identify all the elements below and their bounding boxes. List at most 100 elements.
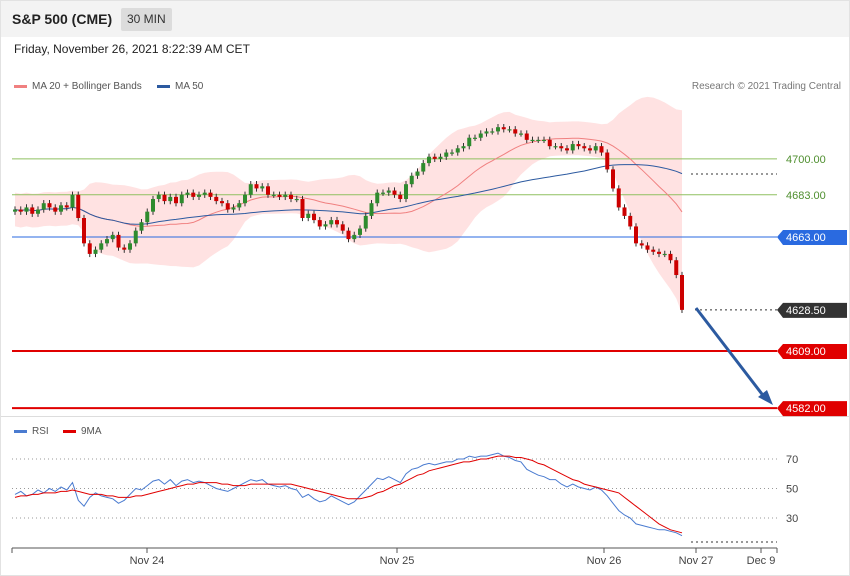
candle-body (639, 243, 644, 246)
candle-body (110, 234, 115, 240)
candle-body (381, 192, 385, 194)
candle-body (651, 249, 656, 252)
x-tick-label: Nov 27 (679, 555, 714, 567)
candle-body (547, 139, 552, 147)
candle-body (70, 194, 75, 208)
candle-body (427, 156, 431, 164)
candle-body (519, 133, 523, 135)
forecast-arrow-line (694, 307, 767, 399)
candle-body (162, 194, 167, 202)
candle-body (553, 146, 558, 148)
candle-body (490, 131, 495, 133)
rsi-tick-label: 30 (786, 513, 798, 525)
candle-body (616, 188, 621, 208)
candle-body (289, 194, 293, 199)
candle-body (82, 217, 86, 244)
candle-body (36, 209, 40, 214)
candle-body (179, 194, 184, 204)
candle-body (277, 194, 282, 197)
candle-body (432, 156, 437, 159)
candle-body (271, 194, 276, 196)
forecast-arrow-head (758, 390, 773, 405)
candle-body (168, 196, 173, 202)
candle-body (243, 194, 247, 204)
candle-body (599, 146, 604, 153)
bollinger-band (15, 96, 682, 314)
legend-ma50: MA 50 (157, 81, 203, 92)
candle-body (668, 253, 673, 261)
candle-body (358, 228, 362, 235)
timeframe-button[interactable]: 30 MIN (121, 8, 172, 31)
candle-body (513, 129, 518, 134)
level-label-box-4 (777, 344, 847, 360)
candle-body (208, 192, 213, 197)
candle-body (628, 215, 633, 227)
candle-body (444, 152, 449, 157)
candle-body (18, 209, 23, 212)
legend-ma50-label: MA 50 (175, 81, 204, 92)
panel-separator (1, 416, 849, 417)
candle-body (317, 220, 322, 227)
candle-body (237, 203, 242, 208)
candle-body (605, 152, 610, 170)
candle-body (375, 192, 380, 204)
candle-body (576, 144, 581, 147)
candle-body (306, 213, 311, 218)
candle-body (174, 196, 178, 204)
candle-body (185, 192, 190, 195)
level-label-box-5 (777, 401, 847, 417)
legend-9ma: 9MA (63, 426, 102, 437)
candle-body (151, 198, 155, 212)
candle-body (248, 184, 253, 195)
candle-body (105, 239, 109, 244)
candle-body (404, 184, 408, 199)
candle-body (283, 194, 288, 197)
rsi-swatch (14, 430, 27, 433)
rsi-series-rsi (14, 452, 683, 537)
candle-body (76, 194, 81, 218)
candle-body (329, 220, 334, 225)
candle-body (13, 209, 17, 212)
candle-body (260, 186, 265, 189)
candle-body (156, 194, 161, 199)
candle-body (473, 137, 477, 139)
x-tick-label: Nov 25 (380, 555, 415, 567)
candle-body (461, 146, 466, 149)
candle-body (220, 201, 224, 204)
copyright-text: Research © 2021 Trading Central (691, 81, 841, 92)
candle-body (346, 230, 351, 240)
candle-body (128, 243, 132, 250)
candle-body (455, 148, 460, 153)
candle-body (392, 190, 397, 195)
header-bar: S&P 500 (CME) 30 MIN (1, 1, 849, 37)
candle-body (478, 133, 483, 138)
candle-body (593, 146, 598, 151)
candle-body (582, 146, 587, 149)
legend-rsi-label: RSI (32, 426, 49, 437)
candles-group (13, 124, 684, 314)
candle-body (398, 194, 403, 199)
legend-ma20-label: MA 20 + Bollinger Bands (32, 81, 142, 92)
level-label-box-3 (777, 302, 847, 318)
candle-body (536, 139, 541, 142)
rsi-tick-label: 70 (786, 454, 798, 466)
candle-body (421, 163, 426, 172)
candle-body (214, 196, 219, 202)
candle-body (674, 260, 679, 276)
candle-body (266, 186, 270, 195)
level-label-2: 4663.00 (786, 232, 826, 244)
candle-body (41, 203, 46, 210)
candle-body (300, 198, 305, 218)
candle-body (438, 156, 443, 159)
candle-body (99, 243, 104, 250)
level-label-5: 4582.00 (786, 403, 826, 415)
candle-body (53, 207, 58, 212)
candle-body (415, 171, 420, 176)
candle-body (340, 224, 345, 231)
level-label-box-2 (777, 230, 847, 245)
rsi-series-9ma (14, 455, 683, 534)
candle-body (559, 146, 564, 149)
candle-body (363, 215, 368, 229)
